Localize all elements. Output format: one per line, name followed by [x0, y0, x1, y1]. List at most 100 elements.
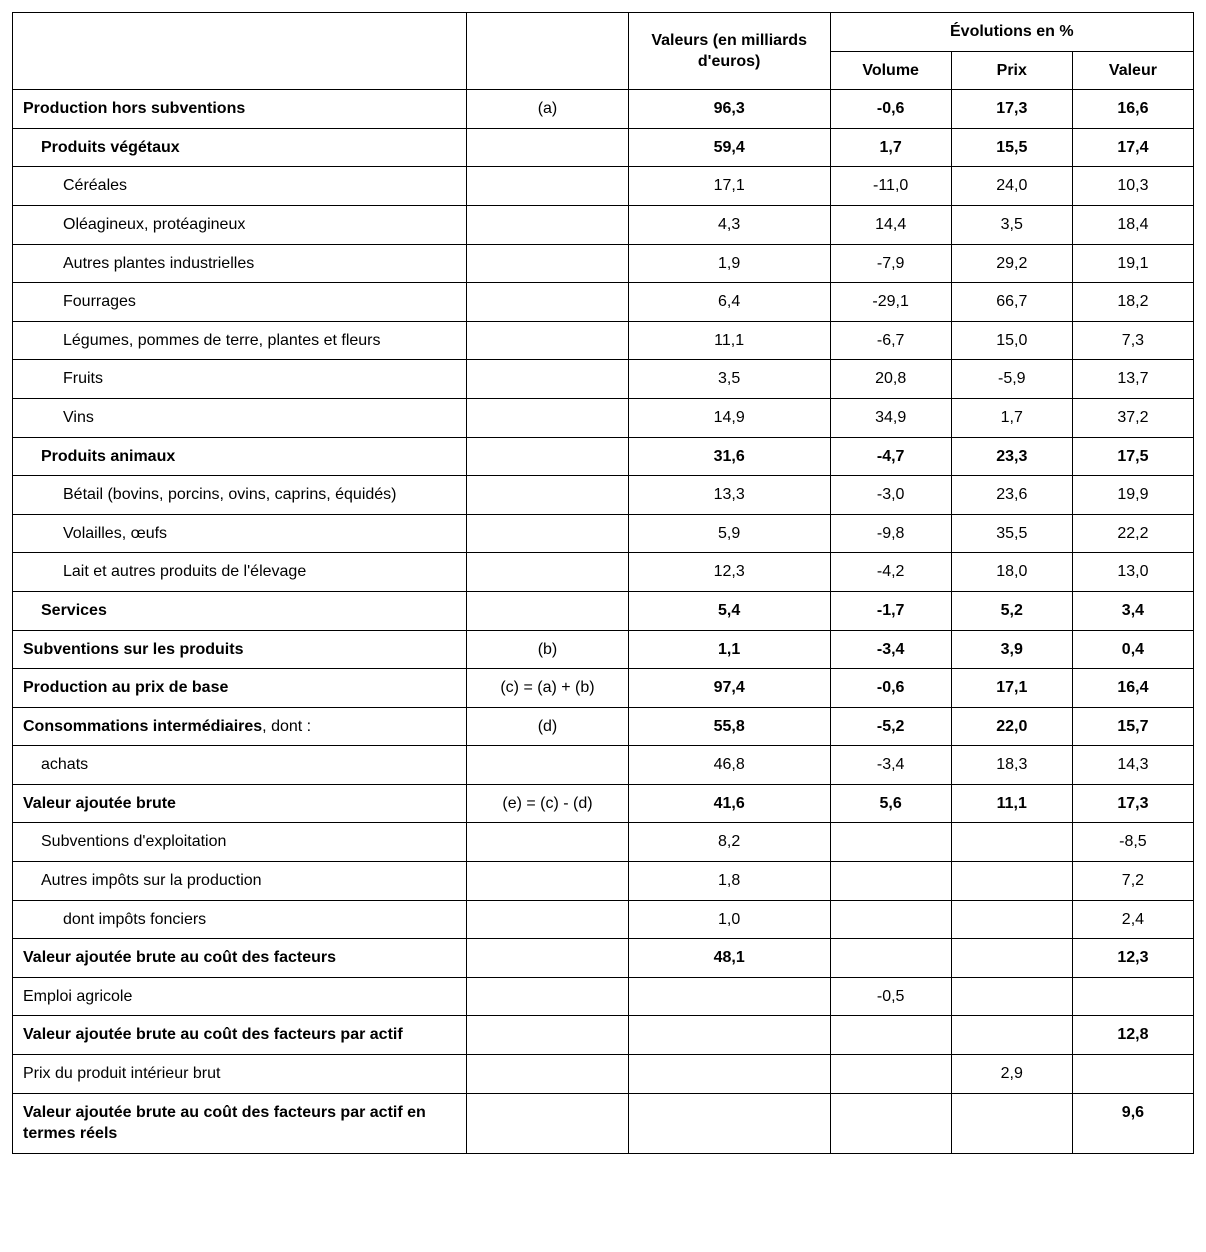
table-row: Valeur ajoutée brute au coût des facteur…	[13, 939, 1194, 978]
row-prix	[951, 977, 1072, 1016]
table-row: Consommations intermédiaires, dont :(d)5…	[13, 707, 1194, 746]
header-spacer-formula	[467, 13, 629, 90]
row-formula	[467, 437, 629, 476]
table-row: Produits végétaux59,41,715,517,4	[13, 128, 1194, 167]
table-body: Production hors subventions(a)96,3-0,617…	[13, 90, 1194, 1154]
table-row: Valeur ajoutée brute au coût des facteur…	[13, 1093, 1194, 1153]
row-label: Prix du produit intérieur brut	[13, 1055, 467, 1094]
row-formula	[467, 977, 629, 1016]
table-row: Emploi agricole -0,5	[13, 977, 1194, 1016]
row-label: Fourrages	[13, 283, 467, 322]
row-prix: 35,5	[951, 514, 1072, 553]
row-volume: -0,6	[830, 669, 951, 708]
row-prix: 15,0	[951, 321, 1072, 360]
row-prix: 5,2	[951, 591, 1072, 630]
row-formula: (b)	[467, 630, 629, 669]
row-label: Fruits	[13, 360, 467, 399]
row-valeurs: 5,9	[628, 514, 830, 553]
table-row: Vins14,934,91,737,2	[13, 398, 1194, 437]
row-formula	[467, 553, 629, 592]
row-volume: -4,2	[830, 553, 951, 592]
row-label: Volailles, œufs	[13, 514, 467, 553]
table-row: Subventions sur les produits(b)1,1-3,43,…	[13, 630, 1194, 669]
row-volume	[830, 1093, 951, 1153]
row-valeurs: 6,4	[628, 283, 830, 322]
table-row: Oléagineux, protéagineux4,314,43,518,4	[13, 205, 1194, 244]
row-formula	[467, 746, 629, 785]
row-formula	[467, 398, 629, 437]
row-formula	[467, 244, 629, 283]
table-row: Fruits3,520,8-5,913,7	[13, 360, 1194, 399]
row-volume: 34,9	[830, 398, 951, 437]
row-volume: -7,9	[830, 244, 951, 283]
row-formula	[467, 591, 629, 630]
row-valeurs: 31,6	[628, 437, 830, 476]
row-valeur: 12,8	[1072, 1016, 1193, 1055]
table-row: dont impôts fonciers1,02,4	[13, 900, 1194, 939]
row-prix: 11,1	[951, 784, 1072, 823]
row-valeur: 17,3	[1072, 784, 1193, 823]
row-formula	[467, 360, 629, 399]
row-volume	[830, 862, 951, 901]
row-label: Valeur ajoutée brute au coût des facteur…	[13, 1016, 467, 1055]
row-valeurs: 14,9	[628, 398, 830, 437]
row-valeur	[1072, 1055, 1193, 1094]
row-prix: 2,9	[951, 1055, 1072, 1094]
header-valeurs: Valeurs (en milliards d'euros)	[628, 13, 830, 90]
row-valeur: 17,4	[1072, 128, 1193, 167]
row-label: Vins	[13, 398, 467, 437]
row-valeur: 9,6	[1072, 1093, 1193, 1153]
row-volume: 14,4	[830, 205, 951, 244]
row-formula	[467, 476, 629, 515]
table-row: Prix du produit intérieur brut 2,9	[13, 1055, 1194, 1094]
row-valeur	[1072, 977, 1193, 1016]
row-prix: 3,5	[951, 205, 1072, 244]
row-formula	[467, 939, 629, 978]
row-label: Valeur ajoutée brute au coût des facteur…	[13, 1093, 467, 1153]
row-valeur: 37,2	[1072, 398, 1193, 437]
row-volume: -4,7	[830, 437, 951, 476]
row-valeurs: 1,8	[628, 862, 830, 901]
row-valeur: 18,2	[1072, 283, 1193, 322]
row-valeur: 16,4	[1072, 669, 1193, 708]
row-volume: 5,6	[830, 784, 951, 823]
row-valeurs: 59,4	[628, 128, 830, 167]
row-valeurs: 97,4	[628, 669, 830, 708]
table-row: Bétail (bovins, porcins, ovins, caprins,…	[13, 476, 1194, 515]
agriculture-accounts-table: Valeurs (en milliards d'euros) Évolution…	[12, 12, 1194, 1154]
row-prix: -5,9	[951, 360, 1072, 399]
header-prix: Prix	[951, 51, 1072, 90]
row-valeurs: 11,1	[628, 321, 830, 360]
row-formula	[467, 128, 629, 167]
row-valeurs: 17,1	[628, 167, 830, 206]
row-valeurs: 4,3	[628, 205, 830, 244]
row-valeurs: 55,8	[628, 707, 830, 746]
row-formula	[467, 205, 629, 244]
row-label: Emploi agricole	[13, 977, 467, 1016]
row-volume: -11,0	[830, 167, 951, 206]
table-row: Production au prix de base(c) = (a) + (b…	[13, 669, 1194, 708]
row-valeurs: 48,1	[628, 939, 830, 978]
row-label: Consommations intermédiaires, dont :	[13, 707, 467, 746]
row-valeur: 22,2	[1072, 514, 1193, 553]
row-valeurs: 12,3	[628, 553, 830, 592]
row-formula	[467, 1016, 629, 1055]
row-label: Production hors subventions	[13, 90, 467, 129]
row-prix: 22,0	[951, 707, 1072, 746]
header-spacer-label	[13, 13, 467, 90]
row-formula	[467, 1093, 629, 1153]
row-volume: -0,5	[830, 977, 951, 1016]
row-valeur: 0,4	[1072, 630, 1193, 669]
row-valeur: 16,6	[1072, 90, 1193, 129]
row-prix: 17,1	[951, 669, 1072, 708]
row-formula: (a)	[467, 90, 629, 129]
row-formula	[467, 1055, 629, 1094]
row-prix: 23,6	[951, 476, 1072, 515]
row-label: Services	[13, 591, 467, 630]
row-prix	[951, 1093, 1072, 1153]
row-valeur: 12,3	[1072, 939, 1193, 978]
row-label: Légumes, pommes de terre, plantes et fle…	[13, 321, 467, 360]
row-formula	[467, 321, 629, 360]
row-formula	[467, 900, 629, 939]
row-prix: 17,3	[951, 90, 1072, 129]
